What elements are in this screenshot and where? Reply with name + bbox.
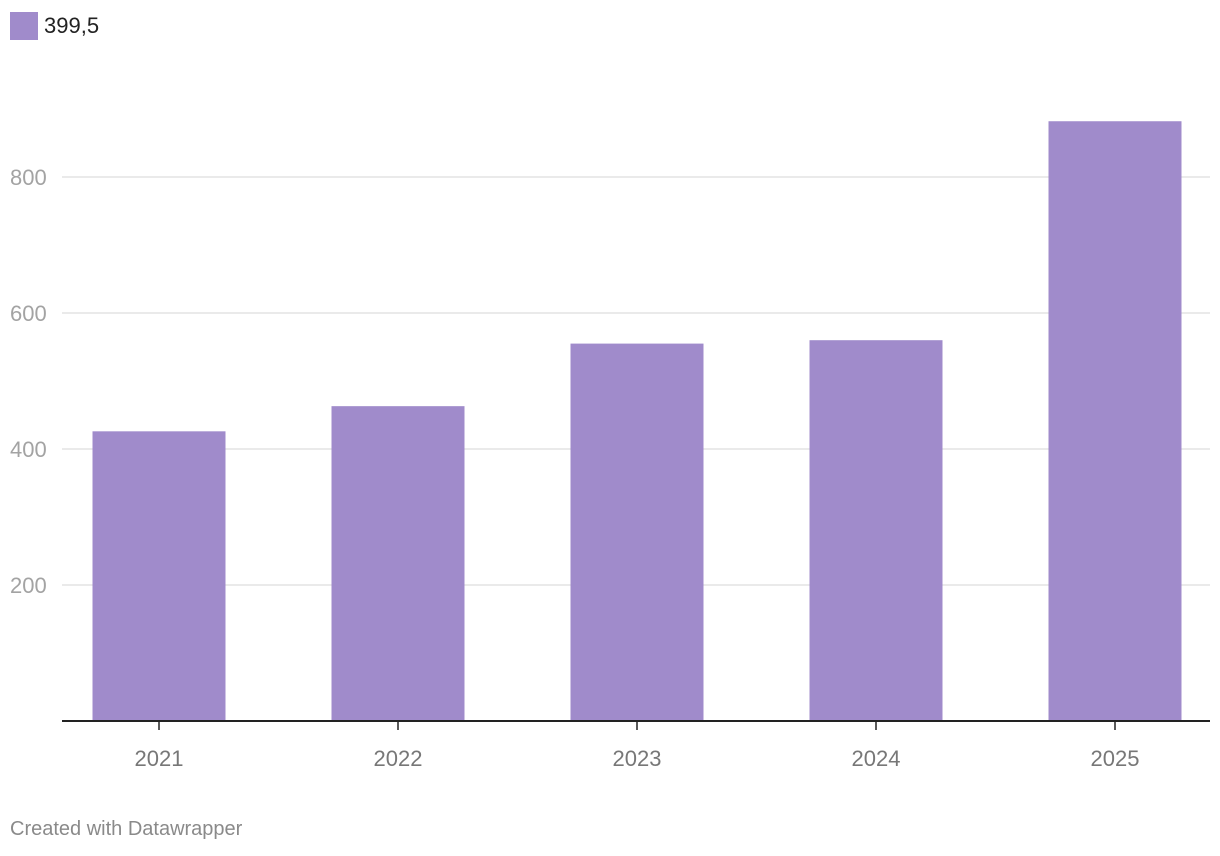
x-tick-label: 2025 [1091, 746, 1140, 771]
legend: 399,5 [10, 12, 99, 40]
y-tick-label: 200 [10, 573, 47, 598]
bar-2024 [809, 340, 943, 721]
y-tick-label: 400 [10, 437, 47, 462]
bar-2025 [1048, 121, 1182, 722]
bars [92, 121, 1182, 722]
credit-text: Created with Datawrapper [10, 818, 243, 840]
x-tick-label: 2022 [374, 746, 423, 771]
bar-2021 [92, 431, 226, 721]
legend-label: 399,5 [44, 13, 100, 38]
bar-2023 [570, 343, 704, 721]
y-tick-label: 600 [10, 301, 47, 326]
bar-2022 [331, 406, 465, 721]
x-tick-label: 2024 [852, 746, 901, 771]
legend-swatch [10, 12, 38, 40]
tick-labels: 200 400 600 800 2021 2022 2023 2024 2025 [10, 165, 1139, 771]
x-axis [62, 720, 1210, 730]
x-tick-label: 2021 [135, 746, 184, 771]
x-tick-label: 2023 [613, 746, 662, 771]
y-tick-label: 800 [10, 165, 47, 190]
